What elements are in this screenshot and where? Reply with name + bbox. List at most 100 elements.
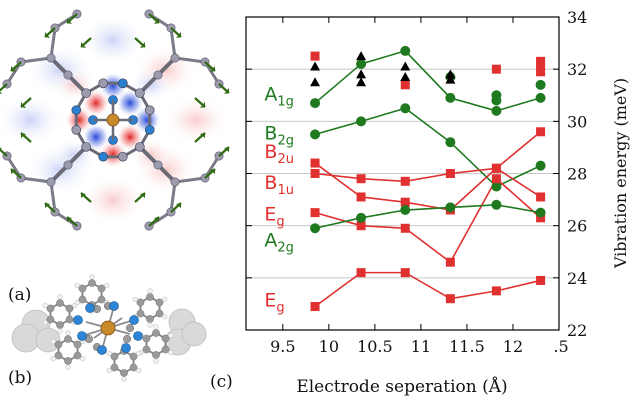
carbon-atom [153,70,163,80]
black-triangle-point [310,77,321,87]
x-axis-ticks: 9.5 10 10.5 11 11.5 12 .5 [270,17,569,356]
carbon-atom [161,345,170,354]
hydrogen-atom [74,282,80,289]
hydrogen-atom [168,332,174,339]
displacement-arrowhead [21,133,26,138]
series-line-eg [314,271,541,308]
x-tick-label: 9.5 [270,337,295,356]
hydrogen-atom [147,288,153,294]
hydrogen-atom [42,302,48,309]
displacement-arrowhead [0,147,2,150]
data-point-eg [445,294,455,304]
y-axis-label: Vibration energy (meV) [611,78,630,269]
displacement-arrowhead [154,18,159,24]
carbon-atom [78,295,87,304]
data-point-b2g [356,116,367,127]
carbon-atom [78,284,87,293]
data-point-eg [491,286,501,296]
carbon-atom [97,295,106,304]
data-point-a1g [400,45,411,56]
displacement-arrowhead [210,66,215,72]
black-triangle-point [356,51,367,61]
molecule-vibration-image [0,9,230,231]
data-point-a2g [535,207,546,218]
hydrogen-atom [50,355,56,362]
black-triangle-point [400,71,411,81]
data-point-b2g [445,137,456,148]
carbon-atom [170,177,180,187]
bond [169,27,177,59]
y-tick-label: 22 [567,321,587,340]
carbon-atom [135,142,145,152]
carbon-atom [152,351,160,359]
displacement-arrowhead [200,102,205,108]
y-axis-ticks: 22 24 26 28 30 32 34 [246,8,587,340]
displacement-arrowhead [11,66,16,72]
x-tick-label: 11.5 [449,337,485,356]
black-triangle-point [356,69,367,79]
carbon-atom [73,351,82,360]
displacement-arrowhead [45,32,50,38]
displacement-arrowhead [140,42,145,48]
hydrogen-atom [162,313,168,320]
displacement-arrowhead [21,102,26,108]
carbon-atom [152,329,160,337]
carbon-atom [136,298,145,307]
carbon-atom [63,160,73,170]
data-point-a1g [310,98,321,109]
data-point-b2u [400,197,410,207]
carbon-atom [64,357,72,365]
hydrogen-atom [147,322,153,328]
carbon-atom [123,334,132,344]
x-tick-label: 10.5 [357,337,393,356]
x-tick-label: 11 [411,337,431,356]
data-point-eg [491,174,501,184]
y-tick-label: 24 [567,269,587,288]
carbon-atom [110,363,119,372]
carbon-atom [81,88,91,98]
carbon-atom [46,315,55,324]
series-label: B2g [264,123,294,149]
displacement-arrowhead [224,147,229,152]
bond [20,56,52,64]
carbon-atom [155,309,164,318]
data-point-b2u [310,158,320,168]
nitrogen-atom [77,331,87,341]
x-tick-label: 10 [319,337,339,356]
carbon-atom [65,304,74,313]
x-tick-label-end: .5 [553,337,568,356]
data-point-b1u [310,169,320,178]
carbon-atom [135,88,145,98]
displacement-arrowhead [224,88,229,94]
hydrogen-atom [153,324,159,330]
carbon-atom [142,345,151,354]
series-label: B2u [264,141,294,167]
extra-red-point [400,80,410,90]
density-blob [99,72,127,100]
carbon-atom [146,293,154,301]
electrode-atom [181,321,207,347]
hydrogen-atom [65,364,71,370]
hydrogen-atom [153,358,159,364]
black-triangle-point [356,77,367,87]
series-line-a1g [314,50,541,112]
vibration-energy-chart: 9.5 10 10.5 11 11.5 12 .5 22 24 26 28 30 32 34 A1g B2… [245,8,630,397]
series-line-eg [314,177,542,264]
hydrogen-atom [57,328,63,334]
carbon-atom [153,160,163,170]
density-lobe [79,14,147,66]
black-triangle-point [310,61,321,71]
panel-label-c: (c) [210,372,233,392]
displacement-arrowhead [176,203,181,208]
hydrogen-atom [65,330,71,336]
nitrogen-atom [133,331,143,341]
hydrogen-atom [104,282,110,289]
hydrogen-atom [42,319,48,326]
displacement-arrowhead [210,169,215,174]
copper-atom [106,113,120,127]
molecule-structure-image [11,274,207,382]
displacement-arrowhead [154,217,159,222]
hydrogen-atom [132,296,138,303]
data-point-a1g [491,105,502,116]
data-point-b2u [536,127,546,137]
